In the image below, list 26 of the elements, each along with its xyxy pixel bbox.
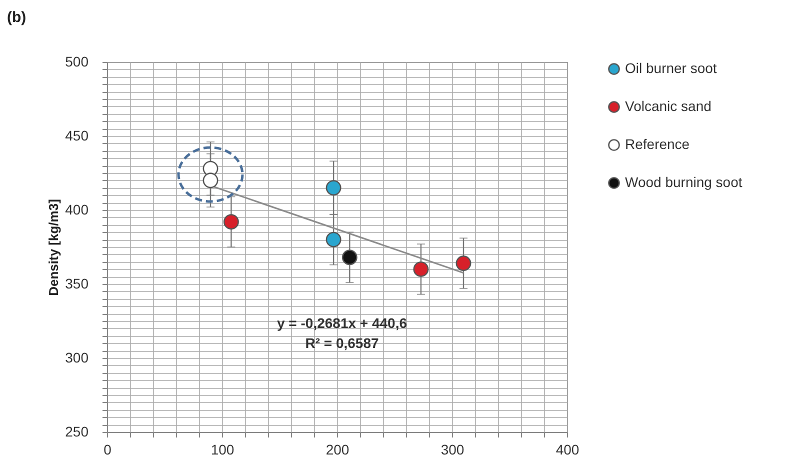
x-tick-label: 300 [440,442,464,458]
x-tick-label: 200 [326,442,350,458]
annotation: y = -0,2681x + 440,6 [277,315,408,331]
y-tick-label: 450 [65,128,89,144]
y-tick-label: 350 [65,276,89,292]
legend-label: Wood burning soot [625,174,742,190]
y-tick-label: 400 [65,202,89,218]
annotation: R² = 0,6587 [305,335,379,351]
legend-label: Volcanic sand [625,98,712,114]
legend-label: Reference [625,136,690,152]
chart-title: (b) [7,9,26,26]
y-tick-label: 250 [65,424,89,440]
x-tick-label: 100 [210,442,234,458]
point [223,214,239,230]
y-tick-label: 300 [65,350,89,366]
x-tick-label: 0 [104,442,112,458]
point [456,256,472,271]
y-axis-title: Density [kg/m3] [46,199,62,296]
x-tick-label: 400 [556,442,580,458]
point [326,180,342,196]
point [342,250,358,266]
legend-label: Oil burner soot [625,60,717,76]
point [202,172,218,188]
point [326,232,342,248]
y-tick-label: 500 [65,54,89,70]
point [413,261,429,277]
